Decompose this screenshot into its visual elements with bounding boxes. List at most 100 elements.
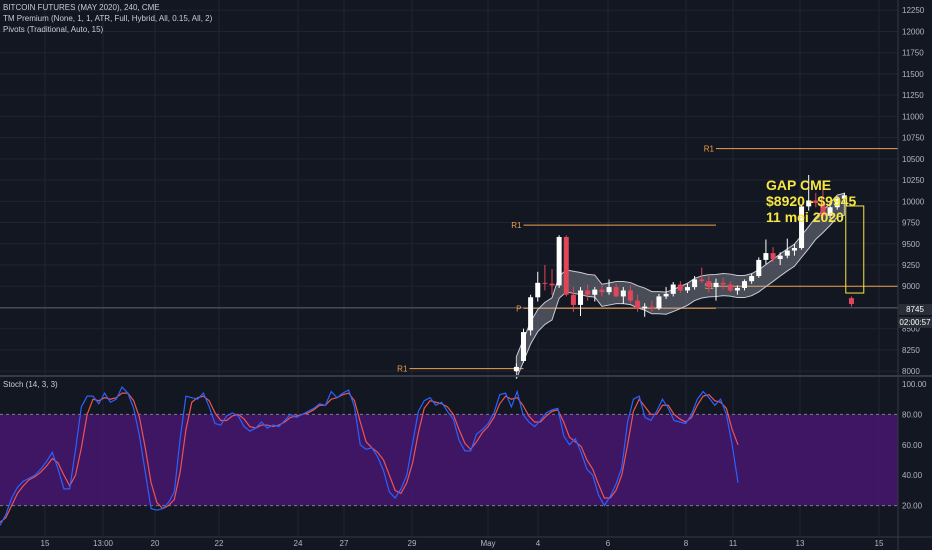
candle-body bbox=[599, 289, 605, 293]
candle-body bbox=[713, 282, 719, 288]
candle-body bbox=[806, 200, 812, 207]
stoch-tick-label: 80.00 bbox=[902, 410, 923, 419]
gap-rect bbox=[845, 205, 865, 294]
candle-body bbox=[692, 279, 698, 288]
candle-body bbox=[756, 259, 762, 277]
candle-body bbox=[763, 253, 769, 260]
candle-body bbox=[699, 279, 705, 282]
cloud-band bbox=[515, 192, 845, 379]
x-tick-label: 4 bbox=[536, 539, 541, 548]
price-tick-label: 8250 bbox=[902, 346, 920, 355]
candle-body bbox=[820, 203, 826, 216]
candle-body bbox=[556, 236, 562, 286]
price-tick-label: 9750 bbox=[902, 219, 920, 228]
pivot-label: R1 bbox=[511, 221, 522, 230]
candle-body bbox=[549, 283, 555, 286]
chart-title[interactable]: BITCOIN FUTURES (MAY 2020), 240, CME bbox=[3, 3, 160, 12]
candle-body bbox=[841, 195, 847, 199]
price-tick-label: 11500 bbox=[902, 70, 924, 79]
x-tick-label: 13:00 bbox=[93, 539, 114, 548]
x-tick-label: 15 bbox=[41, 539, 50, 548]
candle-body bbox=[720, 282, 726, 285]
candle-body bbox=[734, 287, 740, 291]
candle-body bbox=[513, 366, 519, 372]
candle-body bbox=[635, 300, 641, 309]
stoch-tick-label: 60.00 bbox=[902, 441, 923, 450]
price-tick-label: 9250 bbox=[902, 261, 920, 270]
x-tick-label: 29 bbox=[408, 539, 417, 548]
candle-body bbox=[649, 306, 655, 309]
candle-body bbox=[706, 281, 712, 288]
stoch-pane bbox=[0, 385, 898, 526]
candle-body bbox=[799, 206, 805, 249]
candle-body bbox=[592, 289, 598, 295]
candle-body bbox=[742, 281, 748, 288]
candle-body bbox=[606, 287, 612, 293]
last-price-tag: 8745 bbox=[898, 304, 932, 315]
x-tick-label: 20 bbox=[151, 539, 160, 548]
candles bbox=[513, 174, 854, 372]
candle-body bbox=[670, 284, 676, 294]
stoch-tick-label: 20.00 bbox=[902, 502, 923, 511]
price-tick-label: 12000 bbox=[902, 27, 925, 36]
countdown-tag: 02:00:57 bbox=[898, 317, 932, 328]
candle-body bbox=[620, 290, 626, 297]
x-tick-label: 24 bbox=[294, 539, 303, 548]
candle-body bbox=[848, 298, 854, 305]
price-tick-label: 8000 bbox=[902, 367, 920, 376]
candle-body bbox=[613, 287, 619, 297]
price-tick-label: 11000 bbox=[902, 112, 924, 121]
stoch-tick-label: 100.00 bbox=[902, 380, 927, 389]
gap-annotation-line3: 11 mei 2020 bbox=[766, 209, 844, 225]
tm-premium-cloud bbox=[515, 192, 845, 379]
candle-body bbox=[627, 290, 633, 301]
candle-body bbox=[677, 284, 683, 291]
gap-annotation: GAP CME $8920 - $9945 11 mei 2020 bbox=[766, 177, 856, 225]
price-tick-label: 10500 bbox=[902, 155, 925, 164]
x-tick-label: 27 bbox=[340, 539, 349, 548]
x-tick-label: 22 bbox=[215, 539, 224, 548]
stoch-tick-label: 40.00 bbox=[902, 471, 923, 480]
price-tick-label: 11750 bbox=[902, 49, 924, 58]
candle-body bbox=[585, 290, 591, 295]
candle-body bbox=[578, 290, 584, 305]
price-tick-label: 12250 bbox=[902, 6, 925, 15]
x-tick-label: 11 bbox=[729, 539, 738, 548]
gap-box bbox=[845, 205, 865, 294]
candle-body bbox=[520, 332, 526, 361]
candle-body bbox=[570, 294, 576, 305]
tm-premium-legend[interactable]: TM Premium (None, 1, 1, ATR, Full, Hybri… bbox=[3, 14, 213, 23]
candle-body bbox=[770, 253, 776, 260]
candle-body bbox=[684, 287, 690, 291]
gap-annotation-line1: GAP CME bbox=[766, 177, 832, 193]
gap-annotation-line2: $8920 - $9945 bbox=[766, 193, 857, 209]
stoch-series-d bbox=[0, 392, 739, 523]
x-tick-label: 8 bbox=[684, 539, 689, 548]
pivot-label: R1 bbox=[704, 145, 715, 154]
candle-body bbox=[535, 282, 541, 298]
candle-body bbox=[528, 297, 534, 331]
pivots-legend[interactable]: Pivots (Traditional, Auto, 15) bbox=[3, 25, 104, 34]
x-tick-label: May bbox=[480, 539, 495, 548]
candle-body bbox=[827, 207, 833, 216]
candle-body bbox=[656, 296, 662, 309]
candle-body bbox=[542, 282, 548, 284]
x-tick-label: 15 bbox=[875, 539, 884, 548]
pivot-label: P bbox=[516, 304, 521, 313]
stoch-legend[interactable]: Stoch (14, 3, 3) bbox=[3, 380, 58, 389]
stoch-series-k bbox=[0, 385, 739, 526]
price-tick-label: 8500 bbox=[902, 325, 920, 334]
pivot-label: R1 bbox=[397, 365, 408, 374]
stoch-band bbox=[0, 414, 898, 506]
candle-body bbox=[642, 306, 648, 309]
candle-body bbox=[813, 200, 819, 204]
candle-body bbox=[834, 198, 840, 208]
price-tick-label: 10250 bbox=[902, 176, 925, 185]
price-tick-label: 10750 bbox=[902, 134, 925, 143]
price-tick-label: 11250 bbox=[902, 91, 924, 100]
x-tick-label: 13 bbox=[796, 539, 805, 548]
candle-body bbox=[727, 284, 733, 291]
price-tick-label: 9000 bbox=[902, 282, 920, 291]
price-tick-label: 9500 bbox=[902, 240, 920, 249]
